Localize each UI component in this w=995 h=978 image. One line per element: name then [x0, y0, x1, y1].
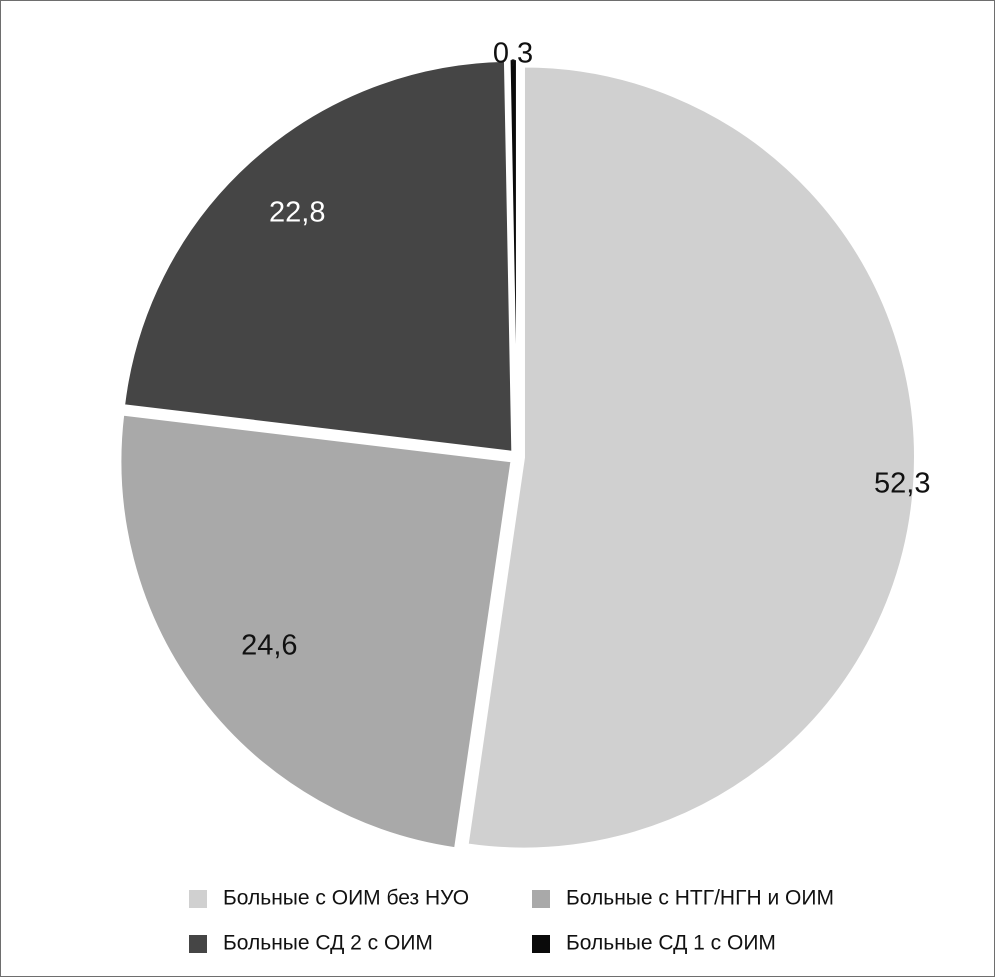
legend-label-3: Больные СД 2 с ОИМ: [223, 932, 433, 955]
legend-swatch-2: [532, 890, 550, 908]
data-label-3: 22,8: [269, 197, 325, 229]
legend-swatch-3: [189, 935, 207, 953]
pie-slices: [119, 58, 916, 850]
legend-swatch-4: [532, 935, 550, 953]
pie-slice-1: [466, 65, 916, 850]
legend-swatch-1: [189, 890, 207, 908]
legend: Больные с ОИМ без НУО Больные с НТГ/НГН и…: [189, 887, 834, 955]
pie-slice-3: [122, 59, 514, 453]
data-labels: 52,3 24,6 22,8 0,3: [241, 38, 930, 662]
legend-label-2: Больные с НТГ/НГН и ОИМ: [566, 887, 834, 910]
data-label-1: 52,3: [874, 468, 930, 500]
pie-slice-2: [119, 413, 513, 850]
data-label-2: 24,6: [241, 629, 297, 661]
legend-label-4: Больные СД 1 с ОИМ: [566, 932, 776, 955]
pie-slice-4: [508, 58, 518, 451]
legend-label-1: Больные с ОИМ без НУО: [223, 887, 469, 910]
data-label-4: 0,3: [493, 38, 533, 70]
